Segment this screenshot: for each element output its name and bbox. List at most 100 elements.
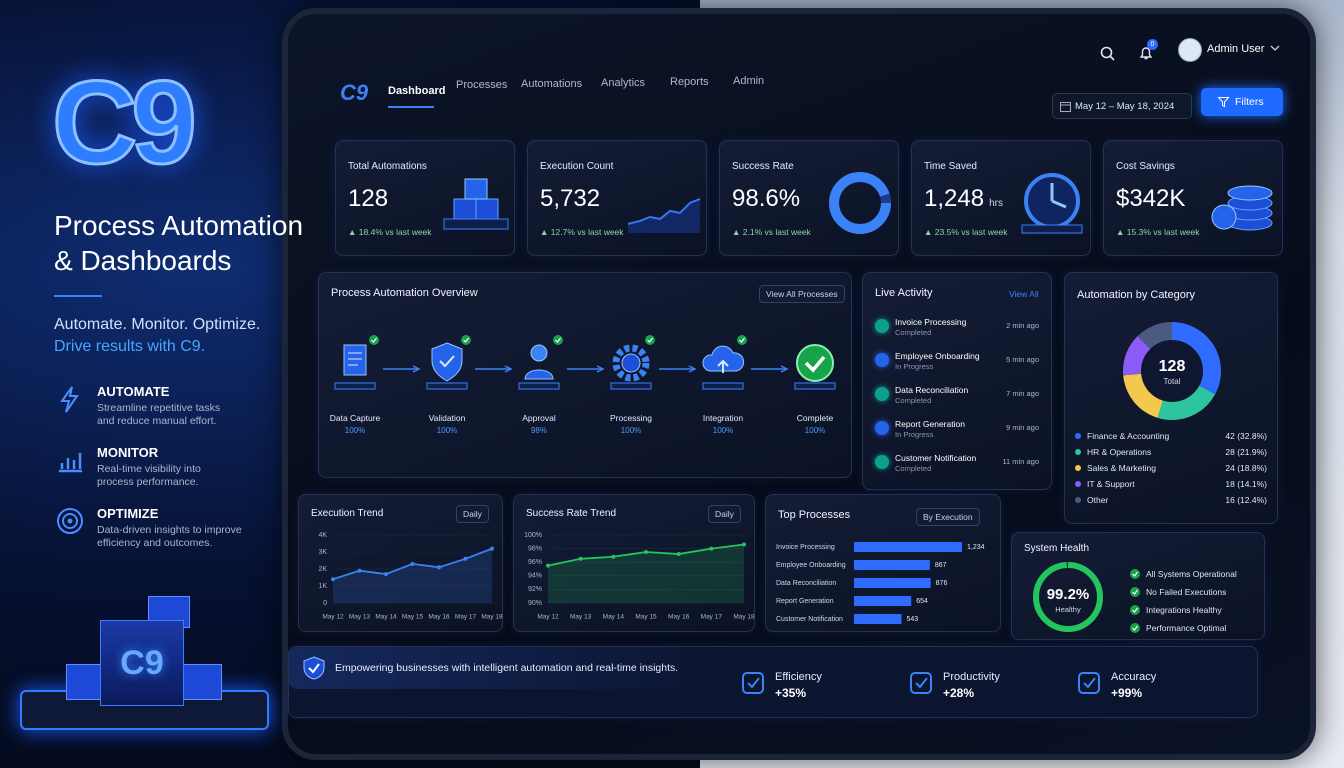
activity-name: Data Reconciliation	[895, 385, 969, 395]
bar-value-label: 1,234	[967, 544, 985, 551]
filter-dropdown[interactable]: Daily	[708, 505, 741, 523]
trend-panel: Success Rate Trend Daily 90% 92% 94% 96% 98% 10…	[513, 494, 755, 632]
legend-label: Sales & Marketing	[1087, 463, 1156, 473]
step-badge	[645, 335, 655, 345]
step-badge	[737, 335, 747, 345]
view-all-link[interactable]: View All	[1009, 289, 1039, 299]
tagline: Drive results with C9.	[54, 338, 206, 355]
kpi-change: ▲ 23.5% vs last week	[924, 227, 1008, 237]
trend-point	[463, 556, 468, 561]
x-tick-label: May 16	[428, 614, 450, 621]
step-badge-part	[645, 335, 655, 345]
activity-icon	[875, 421, 889, 435]
activity-icon	[875, 387, 889, 401]
x-tick-label: May 14	[603, 614, 625, 621]
kpi-icon	[829, 172, 891, 234]
feature-text: and reduce manual effort.	[97, 415, 217, 427]
metric-value: +99%	[1111, 686, 1143, 700]
step-pct: 100%	[620, 426, 642, 435]
step-pct: 100%	[804, 426, 826, 435]
step-badge-part	[371, 337, 377, 343]
kpi-value: 5,732	[540, 185, 601, 212]
feature-text: Real-time visibility into	[97, 463, 201, 475]
top-processes-panel: Top Processes By Execution Invoice Process…	[765, 494, 1001, 632]
activity-time: 5 min ago	[1006, 355, 1039, 364]
step-icon-part	[530, 344, 548, 362]
check-icon-part	[1130, 623, 1140, 633]
step-name: Integration	[702, 413, 744, 423]
date-range[interactable]: May 12 – May 18, 2024	[1052, 93, 1192, 119]
cube-small	[66, 664, 104, 700]
live-activity-panel: Live Activity View All Invoice Processing C…	[862, 272, 1052, 490]
x-tick-label: May 12	[537, 614, 559, 621]
check-icon-part	[1130, 569, 1140, 579]
filters-button[interactable]: Filters	[1201, 88, 1283, 116]
kpi-value-line: 98.6%	[732, 185, 800, 213]
legend-value: 42 (32.8%)	[1225, 431, 1267, 441]
filter-dropdown[interactable]: Daily	[456, 505, 489, 523]
step-icon-part	[431, 342, 463, 382]
kpi-icon-part	[1211, 204, 1237, 230]
trend-point	[578, 556, 583, 561]
activity-name: Customer Notification	[895, 453, 977, 463]
filter-dropdown[interactable]: By Execution	[916, 508, 980, 526]
donut-segment	[1123, 322, 1221, 420]
step-arrow-part	[596, 365, 605, 373]
step-badge-part	[647, 337, 653, 343]
check-icon-part	[1132, 607, 1138, 613]
step-icon-part	[621, 353, 641, 373]
step-arrow-part	[780, 365, 789, 373]
cube-small	[182, 664, 222, 700]
x-tick-label: May 13	[570, 614, 592, 621]
step-name: Data Capture	[329, 413, 381, 423]
kpi-icon-part	[443, 218, 509, 230]
user-name[interactable]: Admin User	[1207, 43, 1265, 55]
x-tick-label: May 16	[668, 614, 690, 621]
check-icon	[1130, 623, 1140, 633]
kpi-icon-part	[1021, 224, 1083, 234]
nav-tab[interactable]: Processes	[456, 79, 508, 91]
gauge-arc	[1033, 562, 1103, 632]
bar-value-label: 876	[936, 580, 948, 587]
panel-title: Success Rate Trend	[526, 508, 617, 519]
step-badge-part	[553, 335, 563, 345]
kpi-change: ▲ 12.7% vs last week	[540, 227, 624, 237]
activity-time: 9 min ago	[1006, 423, 1039, 432]
legend-label: HR & Operations	[1087, 447, 1152, 457]
x-tick-label: May 17	[701, 614, 723, 621]
kpi-value: 98.6%	[732, 185, 801, 212]
bar-category-label: Report Generation	[776, 598, 834, 605]
kpi-card: Cost Savings $342K ▲ 15.3% vs last week	[1103, 140, 1283, 256]
activity-status: Completed	[895, 396, 932, 405]
metric-icon-part	[742, 672, 764, 694]
y-tick-label: 1K	[318, 583, 327, 590]
panel-title: Live Activity	[875, 287, 933, 299]
activity-name: Employee Onboarding	[895, 351, 980, 361]
view-all-processes[interactable]: View All Processes	[759, 285, 845, 303]
avatar[interactable]	[1178, 38, 1202, 62]
step-badge-part	[737, 335, 747, 345]
step-name: Approval	[522, 413, 556, 423]
step-badge	[369, 335, 379, 345]
y-tick-label: 98%	[528, 545, 542, 552]
kpi-icon-part	[453, 198, 477, 220]
step-arrow	[475, 365, 513, 373]
step-icon-part	[610, 382, 652, 390]
check-icon-part	[1130, 587, 1140, 597]
health-check: Performance Optimal	[1146, 623, 1227, 633]
y-tick-label: 96%	[528, 559, 542, 566]
kpi-label: Success Rate	[732, 161, 794, 172]
nav-tab[interactable]: Automations	[521, 78, 583, 90]
nav-tab[interactable]: Reports	[670, 76, 709, 88]
nav-tab[interactable]: Admin	[733, 75, 765, 87]
kpi-value-line: 128	[348, 185, 388, 213]
kpi-value: 128	[348, 185, 389, 212]
step-icon	[426, 342, 468, 390]
step-arrow-part	[412, 365, 421, 373]
feature-title: OPTIMIZE	[97, 506, 159, 521]
nav-tab[interactable]: Analytics	[601, 77, 646, 89]
search-icon-part	[1109, 55, 1115, 61]
nav-tab[interactable]: Dashboard	[388, 85, 446, 97]
step-icon-part	[426, 382, 468, 390]
kpi-change: ▲ 2.1% vs last week	[732, 227, 811, 237]
